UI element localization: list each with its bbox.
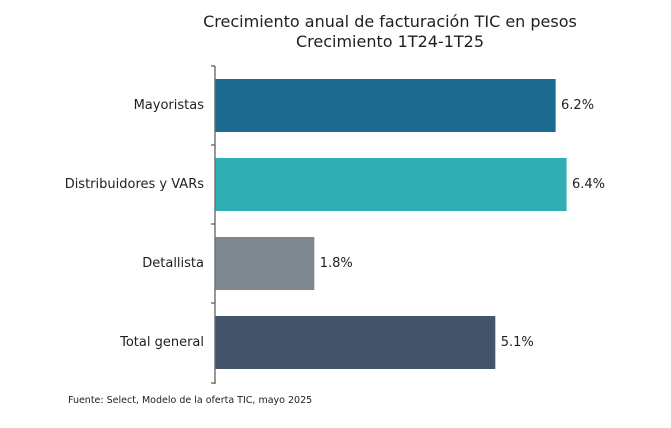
- chart-title: Crecimiento anual de facturación TIC en …: [203, 12, 577, 31]
- category-labels: Mayoristas Distribuidores y VARs Detallist…: [65, 98, 205, 350]
- value-label: 1.8%: [320, 256, 353, 271]
- bar-detallista: [215, 237, 315, 290]
- chart-subtitle: Crecimiento 1T24-1T25: [295, 32, 485, 51]
- bar-mayoristas: [215, 79, 556, 132]
- bars: [215, 79, 567, 369]
- category-label: Detallista: [142, 256, 204, 271]
- value-label: 6.2%: [561, 98, 594, 113]
- value-label: 5.1%: [501, 335, 534, 350]
- y-axis: [211, 65, 216, 384]
- bar-distribuidores-y-vars: [215, 158, 567, 211]
- category-label: Total general: [119, 335, 204, 350]
- bar-total-general: [215, 316, 496, 369]
- value-labels: 6.2% 6.4% 1.8% 5.1%: [320, 98, 605, 350]
- source-note: Fuente: Select, Modelo de la oferta TIC,…: [68, 395, 313, 406]
- category-label: Mayoristas: [134, 98, 205, 113]
- category-label: Distribuidores y VARs: [65, 177, 205, 192]
- value-label: 6.4%: [572, 177, 605, 192]
